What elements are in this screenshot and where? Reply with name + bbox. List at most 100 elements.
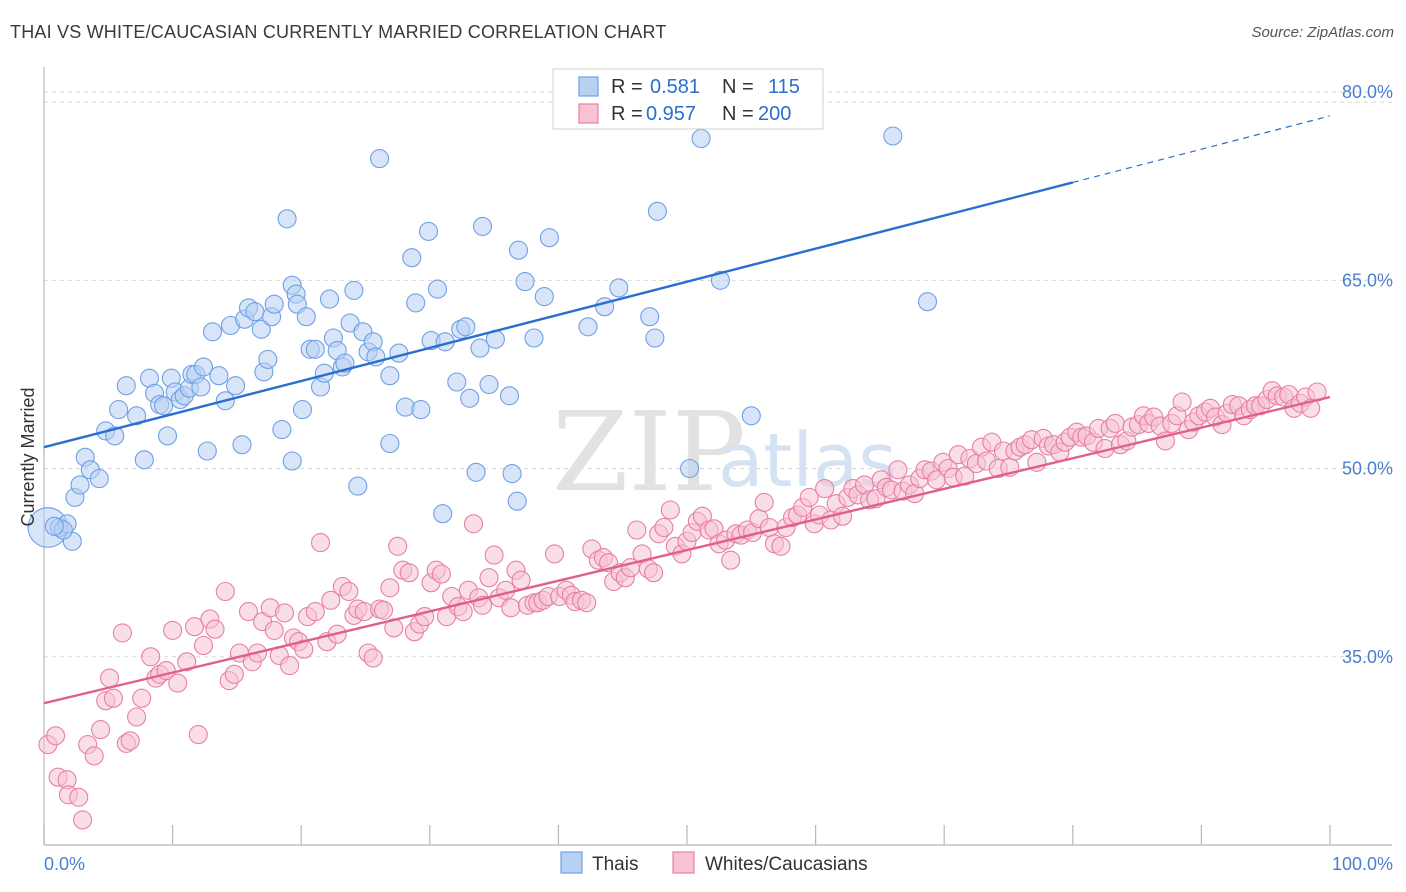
thais-point [427, 279, 448, 299]
thais-point [296, 307, 316, 327]
thais-point [645, 328, 665, 348]
thais-point [258, 349, 278, 369]
legend-n-value-thais: 115 [768, 76, 800, 98]
thais-point [741, 406, 761, 426]
whites-point [112, 623, 132, 643]
whites-point [627, 520, 647, 540]
whites-point [888, 460, 908, 480]
whites-point [388, 536, 408, 556]
thais-point [154, 396, 174, 416]
thais-point [226, 376, 246, 396]
whites-point [660, 500, 680, 520]
whites-point [224, 664, 244, 684]
whites-point [654, 517, 674, 538]
thais-point [319, 289, 340, 309]
x-axis-ticks [43, 825, 1331, 845]
thais-point [264, 294, 284, 314]
thais-point [89, 469, 109, 489]
thais-point [460, 388, 480, 408]
thais-point [447, 372, 467, 392]
thais-point [277, 209, 297, 229]
thais-point [539, 228, 559, 248]
legend-swatch-whites [578, 103, 599, 124]
y-axis-label: Currently Married [18, 387, 38, 526]
whites-point [380, 578, 400, 598]
thais-point [466, 462, 486, 482]
whites-point [188, 725, 208, 745]
thais-point [609, 278, 629, 298]
thais-trend-line [43, 181, 1074, 449]
whites-point [771, 536, 791, 556]
whites-point [815, 479, 835, 499]
whites-trend-line [43, 395, 1331, 705]
thais-point [406, 293, 426, 313]
thais-point [197, 441, 217, 461]
whites-point [759, 517, 779, 538]
whites-point [163, 620, 183, 640]
whites-point [463, 514, 484, 534]
whites-point [577, 593, 597, 613]
whites-point [321, 590, 341, 610]
whites-point [73, 810, 93, 830]
thais-point [524, 328, 544, 348]
thais-point [282, 451, 302, 471]
thais-point [578, 317, 598, 337]
legend-r-value-whites: 0.957 [646, 103, 696, 125]
whites-point [215, 581, 235, 602]
whites-point [177, 652, 197, 672]
whites-point [799, 487, 819, 507]
whites-point [132, 688, 152, 708]
whites-point [184, 617, 205, 637]
legend-n-value-whites: 200 [758, 103, 791, 125]
thais-point [470, 338, 490, 358]
gridlines [44, 91, 1392, 658]
thais-point [134, 450, 154, 470]
legend-r-value-thais: 0.581 [650, 76, 700, 98]
bottom-legend-swatch-whites [672, 851, 695, 874]
whites-point [1172, 392, 1192, 412]
y-tick-label: 65.0% [1342, 270, 1393, 290]
whites-point [120, 731, 140, 751]
whites-point [168, 673, 188, 693]
whites-point [399, 563, 419, 583]
whites-point [544, 544, 565, 564]
y-axis-tick-labels: 35.0% 50.0% 65.0% 80.0% [1342, 82, 1393, 667]
stats-legend: R = 0.581 N = 115 R = 0.957 N = 200 [552, 68, 824, 130]
y-tick-label: 35.0% [1342, 647, 1393, 667]
thais-point [344, 280, 364, 300]
whites-point [484, 545, 504, 565]
bottom-legend: Thais Whites/Caucasians [560, 851, 868, 875]
whites-point [305, 602, 325, 622]
thais-point [209, 366, 229, 386]
whites-point [479, 568, 499, 588]
thais-trend-extension [1072, 115, 1331, 184]
thais-point [251, 319, 271, 339]
whites-point [103, 688, 123, 708]
watermark-zip: ZIP [552, 388, 746, 516]
thais-point [370, 149, 390, 169]
thais-point [502, 464, 522, 484]
whites-point [264, 620, 284, 640]
thais-point [411, 400, 431, 420]
whites-point [644, 563, 664, 583]
thais-point [534, 287, 554, 307]
axes [43, 67, 1392, 846]
whites-point [511, 570, 531, 590]
thais-point [380, 433, 400, 454]
whites-point [274, 603, 295, 623]
whites-point [193, 635, 214, 656]
thais-point [499, 386, 520, 406]
whites-point [127, 707, 147, 727]
whites-point [84, 746, 104, 766]
thais-point [305, 339, 325, 359]
legend-swatch-thais [578, 76, 599, 97]
thais-point [191, 377, 211, 397]
whites-point [91, 720, 111, 740]
thais-point [433, 504, 453, 524]
thais-point [680, 458, 700, 479]
bottom-legend-swatch-thais [560, 851, 583, 874]
chart-title: THAI VS WHITE/CAUCASIAN CURRENTLY MARRIE… [10, 22, 667, 42]
thais-point [127, 406, 147, 426]
thais-point [116, 376, 136, 396]
thais-point [292, 400, 313, 420]
